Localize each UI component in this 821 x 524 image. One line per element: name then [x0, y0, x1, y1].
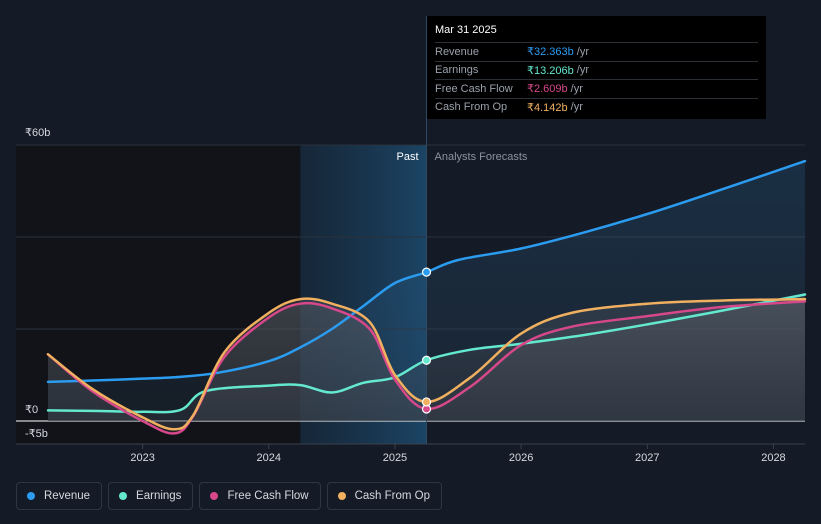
tooltip-value: ₹4.142b [527, 101, 568, 114]
tooltip-row-revenue: Revenue ₹32.363b /yr [435, 42, 758, 61]
line-earnings [46, 293, 807, 414]
y-axis-zero-label: ₹0 [25, 404, 38, 416]
legend-item-earnings[interactable]: Earnings [108, 482, 194, 510]
x-tick-label: 2024 [257, 452, 281, 464]
legend-item-free-cash-flow[interactable]: Free Cash Flow [199, 482, 321, 510]
legend-dot-icon [337, 492, 346, 500]
tooltip-unit: /yr [576, 64, 589, 77]
tooltip-row-free-cash-flow: Free Cash Flow ₹2.609b /yr [435, 79, 758, 98]
x-tick-label: 2026 [509, 452, 533, 464]
x-tick-label: 2025 [383, 452, 407, 464]
tooltip-value: ₹2.609b [527, 83, 568, 96]
tooltip-label: Revenue [435, 45, 480, 58]
legend-dot-icon [119, 492, 128, 500]
marker-cash-from-op [421, 397, 432, 407]
legend: Revenue Earnings Free Cash Flow Cash Fro… [16, 482, 443, 510]
legend-item-cash-from-op[interactable]: Cash From Op [326, 482, 443, 510]
y-axis-min-label: -₹5b [25, 428, 48, 440]
line-revenue [46, 159, 807, 384]
tooltip-unit: /yr [576, 45, 589, 58]
y-axis-max-label: ₹60b [25, 127, 50, 139]
legend-dot-icon [210, 492, 219, 500]
legend-label: Cash From Op [354, 490, 431, 502]
x-tick-label: 2023 [130, 452, 154, 464]
legend-label: Earnings [136, 490, 182, 502]
legend-label: Revenue [44, 490, 91, 502]
x-tick-label: 2028 [761, 452, 785, 464]
tooltip-label: Earnings [435, 64, 479, 77]
line-cash-from-op [46, 297, 807, 431]
tooltip-row-cash-from-op: Cash From Op ₹4.142b /yr [435, 97, 758, 117]
legend-item-revenue[interactable]: Revenue [16, 482, 103, 510]
tooltip-value: ₹32.363b [527, 46, 574, 59]
line-free-cash-flow [46, 300, 807, 435]
area-earnings [48, 294, 805, 421]
tooltip-unit: /yr [570, 101, 583, 114]
marker-earnings [421, 355, 432, 365]
tooltip-value: ₹13.206b [527, 64, 574, 77]
past-label: Past [396, 151, 418, 163]
tooltip-label: Free Cash Flow [435, 82, 513, 95]
tooltip-row-earnings: Earnings ₹13.206b /yr [435, 60, 758, 80]
forecast-label: Analysts Forecasts [435, 151, 528, 163]
legend-dot-icon [27, 492, 35, 500]
legend-label: Free Cash Flow [227, 490, 309, 502]
tooltip-date: Mar 31 2025 [435, 24, 497, 36]
marker-revenue [421, 267, 432, 277]
tooltip-unit: /yr [570, 82, 583, 95]
x-tick-label: 2027 [635, 452, 659, 464]
tooltip-label: Cash From Op [435, 101, 508, 114]
tooltip: Mar 31 2025 Revenue ₹32.363b /yr Earning… [427, 16, 766, 119]
